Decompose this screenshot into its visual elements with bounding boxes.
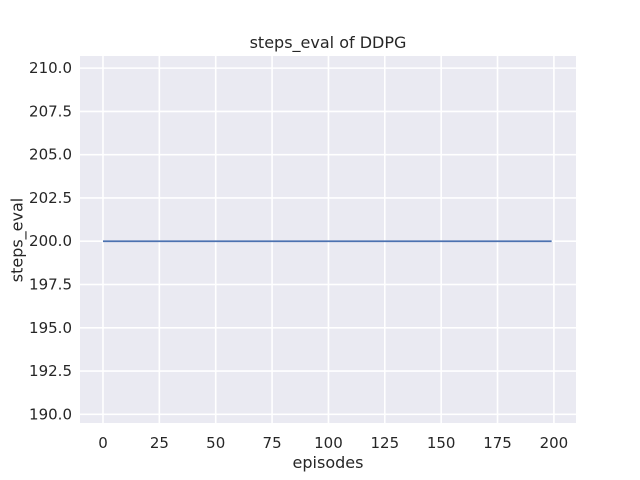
y-tick-label: 207.5 bbox=[29, 102, 72, 120]
x-tick-label: 150 bbox=[427, 434, 456, 452]
y-tick-label: 205.0 bbox=[29, 146, 72, 164]
y-tick-label: 210.0 bbox=[29, 59, 72, 77]
y-tick-label: 190.0 bbox=[29, 405, 72, 423]
x-tick-label: 100 bbox=[314, 434, 343, 452]
y-tick-label: 200.0 bbox=[29, 232, 72, 250]
x-tick-label: 0 bbox=[98, 434, 108, 452]
x-tick-label: 25 bbox=[150, 434, 169, 452]
y-tick-label: 195.0 bbox=[29, 319, 72, 337]
y-tick-label: 192.5 bbox=[29, 362, 72, 380]
x-tick-label: 75 bbox=[263, 434, 282, 452]
chart-title: steps_eval of DDPG bbox=[249, 33, 407, 52]
x-tick-label: 50 bbox=[206, 434, 225, 452]
y-tick-label: 202.5 bbox=[29, 189, 72, 207]
x-axis-label: episodes bbox=[292, 453, 364, 472]
x-tick-label: 175 bbox=[483, 434, 512, 452]
y-tick-label: 197.5 bbox=[29, 276, 72, 294]
x-tick-label: 200 bbox=[540, 434, 569, 452]
x-tick-label: 125 bbox=[370, 434, 399, 452]
